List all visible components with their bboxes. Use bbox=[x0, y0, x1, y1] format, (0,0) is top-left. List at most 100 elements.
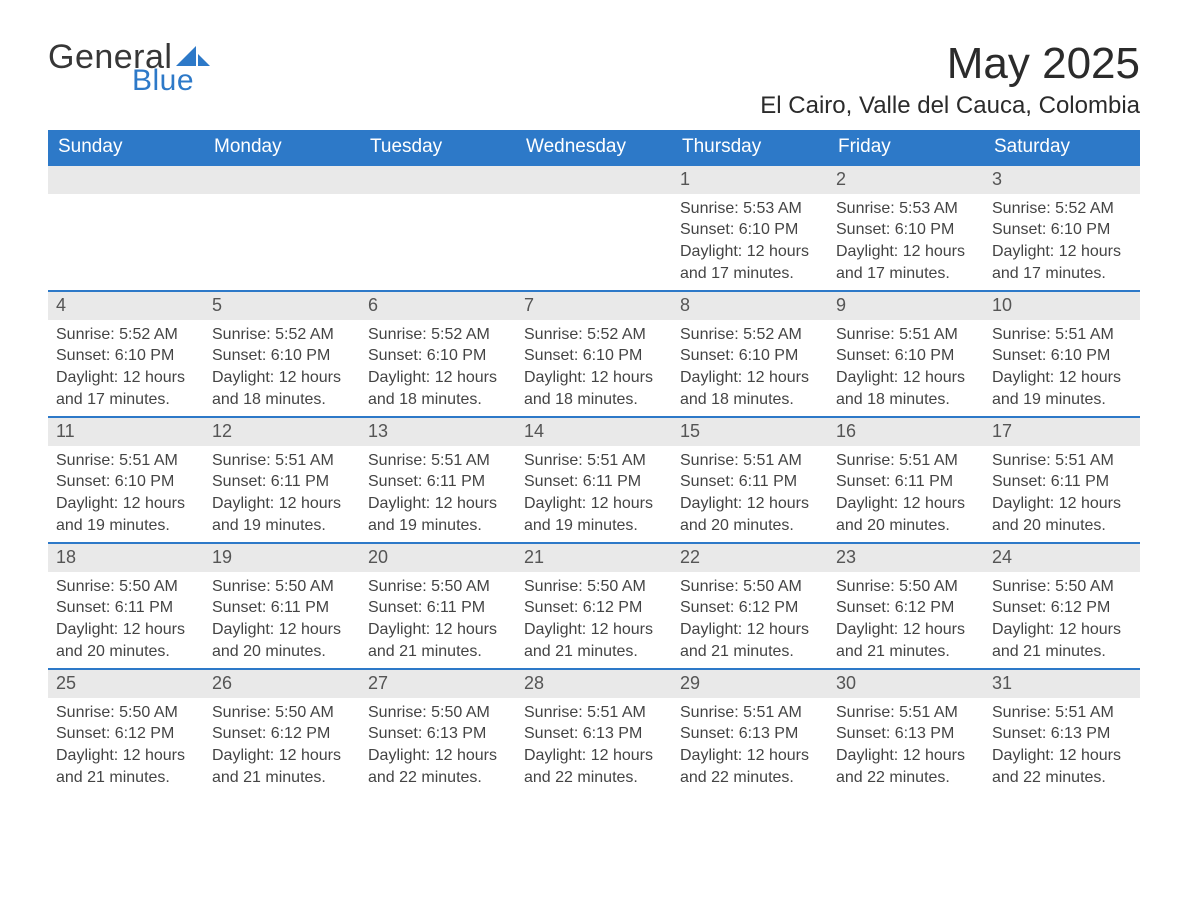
sunrise-line: Sunrise: 5:50 AM bbox=[212, 702, 352, 724]
day-number: 5 bbox=[204, 292, 360, 319]
day-details: Sunrise: 5:50 AMSunset: 6:12 PMDaylight:… bbox=[672, 572, 828, 668]
weekday-header: Monday bbox=[204, 130, 360, 165]
day-number: 25 bbox=[48, 670, 204, 697]
calendar-day-cell: 9Sunrise: 5:51 AMSunset: 6:10 PMDaylight… bbox=[828, 291, 984, 417]
sunset-line: Sunset: 6:10 PM bbox=[836, 219, 976, 241]
sunrise-line: Sunrise: 5:52 AM bbox=[212, 324, 352, 346]
sunset-line: Sunset: 6:11 PM bbox=[836, 471, 976, 493]
sunrise-line: Sunrise: 5:51 AM bbox=[836, 702, 976, 724]
daylight-line: Daylight: 12 hours and 19 minutes. bbox=[992, 367, 1132, 410]
sunrise-line: Sunrise: 5:50 AM bbox=[368, 576, 508, 598]
calendar-day-cell: 29Sunrise: 5:51 AMSunset: 6:13 PMDayligh… bbox=[672, 669, 828, 795]
daylight-line: Daylight: 12 hours and 21 minutes. bbox=[524, 619, 664, 662]
calendar-day-cell: 19Sunrise: 5:50 AMSunset: 6:11 PMDayligh… bbox=[204, 543, 360, 669]
day-details: Sunrise: 5:52 AMSunset: 6:10 PMDaylight:… bbox=[516, 320, 672, 416]
sunrise-line: Sunrise: 5:51 AM bbox=[212, 450, 352, 472]
daylight-line: Daylight: 12 hours and 18 minutes. bbox=[524, 367, 664, 410]
calendar-day-cell: 7Sunrise: 5:52 AMSunset: 6:10 PMDaylight… bbox=[516, 291, 672, 417]
day-number: 6 bbox=[360, 292, 516, 319]
sunrise-line: Sunrise: 5:52 AM bbox=[56, 324, 196, 346]
sunset-line: Sunset: 6:13 PM bbox=[680, 723, 820, 745]
calendar-body: 1Sunrise: 5:53 AMSunset: 6:10 PMDaylight… bbox=[48, 165, 1140, 795]
sunrise-line: Sunrise: 5:51 AM bbox=[680, 702, 820, 724]
daylight-line: Daylight: 12 hours and 20 minutes. bbox=[680, 493, 820, 536]
weekday-header: Wednesday bbox=[516, 130, 672, 165]
sunset-line: Sunset: 6:12 PM bbox=[992, 597, 1132, 619]
brand-word2: Blue bbox=[132, 66, 194, 96]
sunset-line: Sunset: 6:12 PM bbox=[836, 597, 976, 619]
calendar-empty-cell bbox=[360, 165, 516, 291]
calendar-empty-cell bbox=[48, 165, 204, 291]
calendar-day-cell: 27Sunrise: 5:50 AMSunset: 6:13 PMDayligh… bbox=[360, 669, 516, 795]
day-details: Sunrise: 5:52 AMSunset: 6:10 PMDaylight:… bbox=[48, 320, 204, 416]
sunset-line: Sunset: 6:10 PM bbox=[680, 345, 820, 367]
daylight-line: Daylight: 12 hours and 21 minutes. bbox=[212, 745, 352, 788]
calendar-empty-cell bbox=[516, 165, 672, 291]
calendar-page: General Blue May 2025 El Cairo, Valle de… bbox=[0, 0, 1188, 835]
calendar-day-cell: 6Sunrise: 5:52 AMSunset: 6:10 PMDaylight… bbox=[360, 291, 516, 417]
calendar-day-cell: 3Sunrise: 5:52 AMSunset: 6:10 PMDaylight… bbox=[984, 165, 1140, 291]
day-number: 31 bbox=[984, 670, 1140, 697]
day-number: 20 bbox=[360, 544, 516, 571]
weekday-header: Friday bbox=[828, 130, 984, 165]
daylight-line: Daylight: 12 hours and 20 minutes. bbox=[212, 619, 352, 662]
day-number-strip bbox=[360, 166, 516, 193]
sunset-line: Sunset: 6:10 PM bbox=[524, 345, 664, 367]
day-details: Sunrise: 5:51 AMSunset: 6:11 PMDaylight:… bbox=[360, 446, 516, 542]
daylight-line: Daylight: 12 hours and 22 minutes. bbox=[992, 745, 1132, 788]
day-number: 3 bbox=[984, 166, 1140, 193]
calendar-day-cell: 16Sunrise: 5:51 AMSunset: 6:11 PMDayligh… bbox=[828, 417, 984, 543]
sunrise-line: Sunrise: 5:51 AM bbox=[992, 450, 1132, 472]
sunrise-line: Sunrise: 5:50 AM bbox=[212, 576, 352, 598]
day-number: 18 bbox=[48, 544, 204, 571]
day-number: 23 bbox=[828, 544, 984, 571]
weekday-header: Sunday bbox=[48, 130, 204, 165]
sunrise-line: Sunrise: 5:51 AM bbox=[836, 324, 976, 346]
day-number: 11 bbox=[48, 418, 204, 445]
day-details: Sunrise: 5:51 AMSunset: 6:10 PMDaylight:… bbox=[828, 320, 984, 416]
calendar-day-cell: 31Sunrise: 5:51 AMSunset: 6:13 PMDayligh… bbox=[984, 669, 1140, 795]
daylight-line: Daylight: 12 hours and 21 minutes. bbox=[992, 619, 1132, 662]
calendar-day-cell: 11Sunrise: 5:51 AMSunset: 6:10 PMDayligh… bbox=[48, 417, 204, 543]
calendar-day-cell: 1Sunrise: 5:53 AMSunset: 6:10 PMDaylight… bbox=[672, 165, 828, 291]
sunset-line: Sunset: 6:13 PM bbox=[992, 723, 1132, 745]
day-details: Sunrise: 5:51 AMSunset: 6:11 PMDaylight:… bbox=[984, 446, 1140, 542]
sunrise-line: Sunrise: 5:51 AM bbox=[836, 450, 976, 472]
sunrise-line: Sunrise: 5:52 AM bbox=[680, 324, 820, 346]
sunset-line: Sunset: 6:11 PM bbox=[56, 597, 196, 619]
day-details: Sunrise: 5:50 AMSunset: 6:12 PMDaylight:… bbox=[516, 572, 672, 668]
day-details: Sunrise: 5:50 AMSunset: 6:11 PMDaylight:… bbox=[360, 572, 516, 668]
calendar-day-cell: 26Sunrise: 5:50 AMSunset: 6:12 PMDayligh… bbox=[204, 669, 360, 795]
sunset-line: Sunset: 6:10 PM bbox=[56, 345, 196, 367]
daylight-line: Daylight: 12 hours and 19 minutes. bbox=[524, 493, 664, 536]
sunset-line: Sunset: 6:12 PM bbox=[56, 723, 196, 745]
sunrise-line: Sunrise: 5:50 AM bbox=[992, 576, 1132, 598]
daylight-line: Daylight: 12 hours and 17 minutes. bbox=[56, 367, 196, 410]
day-details: Sunrise: 5:51 AMSunset: 6:13 PMDaylight:… bbox=[516, 698, 672, 794]
daylight-line: Daylight: 12 hours and 18 minutes. bbox=[680, 367, 820, 410]
sunset-line: Sunset: 6:10 PM bbox=[680, 219, 820, 241]
day-details: Sunrise: 5:51 AMSunset: 6:10 PMDaylight:… bbox=[48, 446, 204, 542]
month-title: May 2025 bbox=[760, 40, 1140, 88]
calendar-week-row: 4Sunrise: 5:52 AMSunset: 6:10 PMDaylight… bbox=[48, 291, 1140, 417]
daylight-line: Daylight: 12 hours and 21 minutes. bbox=[368, 619, 508, 662]
day-number: 15 bbox=[672, 418, 828, 445]
day-details: Sunrise: 5:51 AMSunset: 6:11 PMDaylight:… bbox=[672, 446, 828, 542]
calendar-day-cell: 17Sunrise: 5:51 AMSunset: 6:11 PMDayligh… bbox=[984, 417, 1140, 543]
day-number: 16 bbox=[828, 418, 984, 445]
calendar-week-row: 18Sunrise: 5:50 AMSunset: 6:11 PMDayligh… bbox=[48, 543, 1140, 669]
calendar-day-cell: 10Sunrise: 5:51 AMSunset: 6:10 PMDayligh… bbox=[984, 291, 1140, 417]
sunrise-line: Sunrise: 5:50 AM bbox=[680, 576, 820, 598]
day-details: Sunrise: 5:50 AMSunset: 6:12 PMDaylight:… bbox=[828, 572, 984, 668]
daylight-line: Daylight: 12 hours and 18 minutes. bbox=[212, 367, 352, 410]
sunset-line: Sunset: 6:10 PM bbox=[368, 345, 508, 367]
sunrise-line: Sunrise: 5:51 AM bbox=[524, 450, 664, 472]
calendar-day-cell: 2Sunrise: 5:53 AMSunset: 6:10 PMDaylight… bbox=[828, 165, 984, 291]
day-number: 8 bbox=[672, 292, 828, 319]
day-details: Sunrise: 5:51 AMSunset: 6:13 PMDaylight:… bbox=[984, 698, 1140, 794]
day-number: 9 bbox=[828, 292, 984, 319]
calendar-day-cell: 23Sunrise: 5:50 AMSunset: 6:12 PMDayligh… bbox=[828, 543, 984, 669]
day-details: Sunrise: 5:53 AMSunset: 6:10 PMDaylight:… bbox=[672, 194, 828, 290]
sunrise-line: Sunrise: 5:53 AM bbox=[836, 198, 976, 220]
daylight-line: Daylight: 12 hours and 20 minutes. bbox=[56, 619, 196, 662]
